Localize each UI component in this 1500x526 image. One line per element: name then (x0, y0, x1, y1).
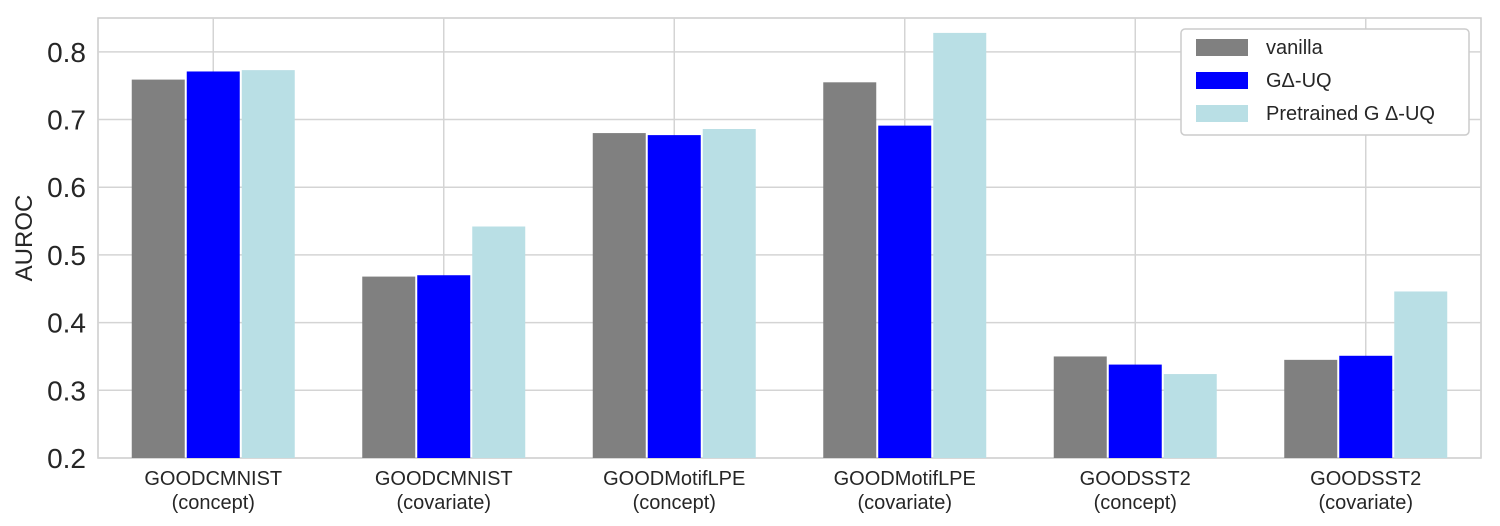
y-tick-label: 0.6 (47, 172, 86, 203)
bar (472, 226, 526, 458)
bar (131, 79, 185, 458)
x-tick-label: (concept) (172, 492, 255, 514)
x-tick-label: GOODCMNIST (375, 468, 513, 490)
y-axis-ticks: 0.2 0.3 0.4 0.5 0.6 0.7 0.8 (47, 37, 86, 474)
bar (241, 70, 295, 458)
x-axis-ticks: GOODCMNIST(concept)GOODCMNIST(covariate)… (144, 468, 1421, 514)
y-axis-label: AUROC (11, 195, 38, 282)
legend-label: vanilla (1266, 37, 1324, 59)
y-tick-label: 0.2 (47, 443, 86, 474)
bar (1339, 355, 1393, 458)
bar (1394, 291, 1448, 458)
x-tick-label: (concept) (633, 492, 716, 514)
legend-swatch (1196, 39, 1248, 56)
legend: vanilla GΔ-UQ Pretrained G Δ-UQ (1180, 28, 1470, 136)
x-tick-label: GOODSST2 (1310, 468, 1421, 490)
x-tick-label: (covariate) (397, 492, 491, 514)
bars (131, 32, 1448, 459)
bar (417, 275, 471, 458)
x-tick-label: (covariate) (858, 492, 952, 514)
bar (702, 129, 756, 458)
y-tick-label: 0.4 (47, 308, 86, 339)
bar (878, 125, 932, 458)
x-tick-label: GOODMotifLPE (603, 468, 745, 490)
bar (933, 32, 987, 459)
bar (186, 71, 240, 458)
bar (592, 133, 646, 459)
y-tick-label: 0.7 (47, 105, 86, 136)
legend-box (1180, 28, 1470, 136)
x-tick-label: GOODSST2 (1080, 468, 1191, 490)
y-tick-label: 0.3 (47, 375, 86, 406)
x-tick-label: (covariate) (1319, 492, 1413, 514)
x-tick-label: GOODCMNIST (144, 468, 282, 490)
legend-swatch (1196, 105, 1248, 122)
y-tick-label: 0.5 (47, 240, 86, 271)
bar (1053, 356, 1107, 458)
legend-label: Pretrained G Δ-UQ (1266, 103, 1435, 125)
x-tick-label: (concept) (1094, 492, 1177, 514)
bar (647, 135, 701, 458)
x-tick-label: GOODMotifLPE (834, 468, 976, 490)
bar (1108, 364, 1162, 458)
legend-label: GΔ-UQ (1266, 70, 1332, 92)
bar (362, 276, 416, 458)
bar (823, 82, 877, 459)
y-tick-label: 0.8 (47, 37, 86, 68)
bar (1284, 359, 1338, 458)
legend-swatch (1196, 72, 1248, 89)
bar (1163, 374, 1217, 458)
